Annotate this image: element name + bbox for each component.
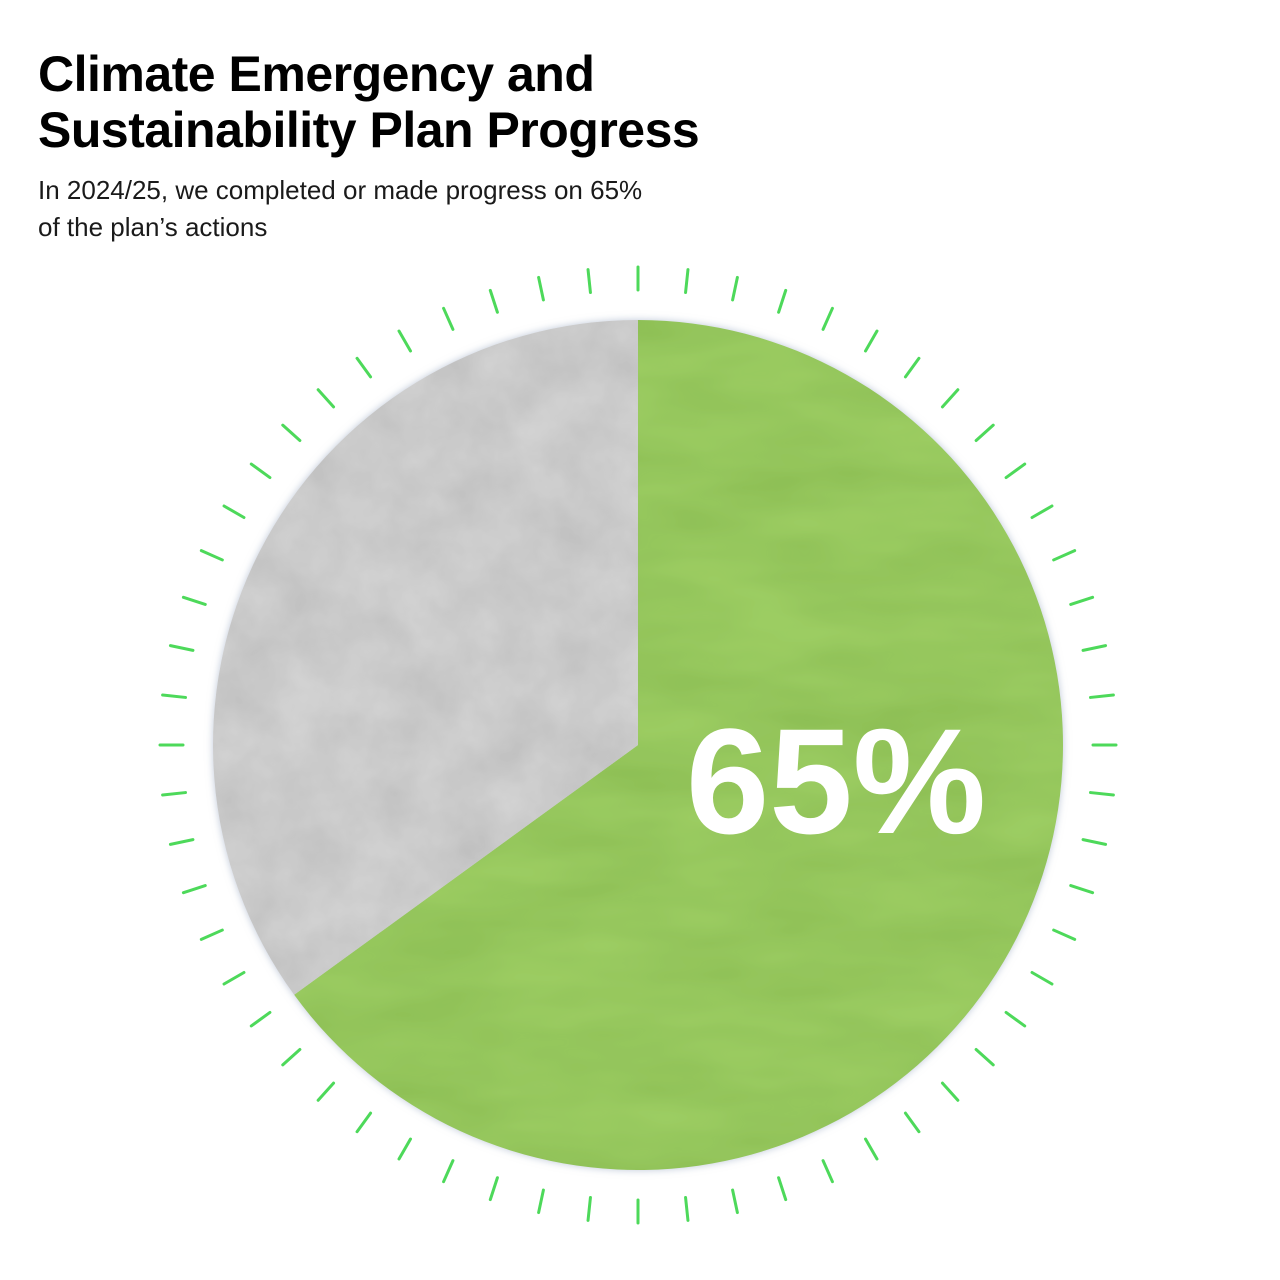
tick-mark xyxy=(537,275,545,302)
tick-mark xyxy=(168,838,195,846)
pie-slices xyxy=(213,320,1063,1171)
tick-mark xyxy=(974,423,995,443)
tick-mark xyxy=(940,1081,960,1102)
tick-mark xyxy=(397,329,412,353)
tick-mark xyxy=(586,268,592,294)
tick-mark xyxy=(537,1188,545,1215)
tick-mark xyxy=(316,1081,336,1102)
tick-mark xyxy=(821,1159,834,1184)
chart-subtitle-line-1: In 2024/25, we completed or made progres… xyxy=(38,175,643,205)
tick-mark xyxy=(168,644,195,652)
tick-mark xyxy=(222,971,246,986)
tick-mark xyxy=(586,1196,592,1222)
tick-mark xyxy=(222,504,246,519)
tick-mark xyxy=(1089,693,1115,699)
chart-subtitle-line-2: of the plan’s actions xyxy=(38,212,268,242)
tick-mark xyxy=(316,388,336,409)
tick-mark xyxy=(1069,595,1095,606)
tick-mark xyxy=(1030,971,1054,986)
tick-mark xyxy=(161,693,187,699)
tick-mark xyxy=(281,1047,302,1067)
tick-mark xyxy=(974,1047,995,1067)
tick-mark xyxy=(488,1176,499,1202)
tick-mark xyxy=(1004,1010,1027,1028)
tick-mark xyxy=(181,595,207,606)
tick-mark xyxy=(684,268,690,294)
tick-mark xyxy=(684,1196,690,1222)
tick-mark xyxy=(397,1137,412,1161)
tick-mark xyxy=(355,1111,373,1134)
tick-mark xyxy=(355,356,373,379)
tick-mark xyxy=(940,388,960,409)
tick-mark xyxy=(181,884,207,895)
chart-title: Climate Emergency and Sustainability Pla… xyxy=(38,46,938,158)
tick-mark xyxy=(488,288,499,314)
tick-mark xyxy=(249,1010,272,1028)
tick-mark xyxy=(777,288,788,314)
chart-subtitle: In 2024/25, we completed or made progres… xyxy=(38,172,798,246)
tick-mark xyxy=(1004,462,1027,480)
tick-mark xyxy=(1089,791,1115,797)
tick-mark xyxy=(1081,644,1108,652)
tick-mark xyxy=(864,1137,879,1161)
tick-mark xyxy=(731,1188,739,1215)
tick-mark xyxy=(777,1176,788,1202)
tick-mark xyxy=(903,356,921,379)
chart-title-line-1: Climate Emergency and xyxy=(38,46,595,102)
tick-mark xyxy=(1052,928,1077,941)
tick-mark xyxy=(1081,838,1108,846)
tick-mark xyxy=(281,423,302,443)
tick-mark xyxy=(731,275,739,302)
tick-mark xyxy=(1069,884,1095,895)
tick-mark xyxy=(864,329,879,353)
tick-mark xyxy=(249,462,272,480)
tick-ring xyxy=(158,265,1118,1225)
tick-mark xyxy=(821,306,834,331)
pie-slice-progress xyxy=(294,320,1063,1171)
tick-mark xyxy=(442,1159,455,1184)
tick-mark xyxy=(199,928,224,941)
pie-slice-remaining xyxy=(213,320,639,995)
chart-title-line-2: Sustainability Plan Progress xyxy=(38,102,700,158)
center-value-label: 65% xyxy=(686,697,986,865)
tick-mark xyxy=(903,1111,921,1134)
tick-mark xyxy=(161,791,187,797)
tick-mark xyxy=(1030,504,1054,519)
tick-mark xyxy=(442,306,455,331)
tick-mark xyxy=(1052,549,1077,562)
tick-mark xyxy=(199,549,224,562)
